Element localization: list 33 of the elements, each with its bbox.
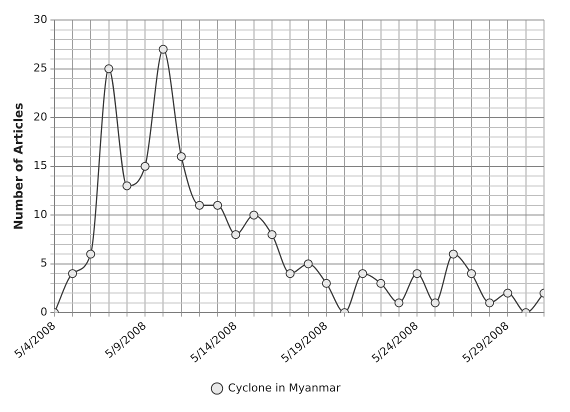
point — [503, 288, 512, 298]
point — [231, 230, 240, 240]
y-tick-label: 15 — [33, 159, 48, 172]
point — [104, 64, 114, 74]
point — [140, 162, 150, 171]
point — [122, 181, 132, 190]
point — [376, 278, 386, 288]
point — [430, 298, 440, 308]
point — [412, 269, 422, 278]
y-axis-title: Number of Articles — [11, 102, 26, 230]
point — [268, 230, 276, 240]
point — [448, 250, 458, 259]
point — [485, 298, 494, 308]
legend-label: Cyclone in Myanmar — [228, 381, 341, 394]
y-tick-label: 10 — [33, 208, 48, 221]
y-tick-label: 25 — [33, 62, 48, 75]
point — [194, 200, 204, 210]
y-tick-label: 5 — [40, 256, 48, 270]
point — [86, 250, 96, 259]
point — [322, 278, 331, 288]
point — [358, 269, 368, 278]
point — [68, 269, 78, 278]
y-tick-label: 30 — [33, 12, 48, 26]
point — [394, 298, 404, 308]
point — [304, 259, 313, 268]
point — [158, 44, 168, 54]
point — [176, 152, 186, 162]
y-tick-label: 20 — [33, 110, 48, 124]
point — [466, 269, 476, 278]
point — [249, 210, 258, 220]
y-tick-label: 0 — [40, 305, 48, 318]
point — [286, 269, 295, 278]
point — [213, 200, 222, 210]
